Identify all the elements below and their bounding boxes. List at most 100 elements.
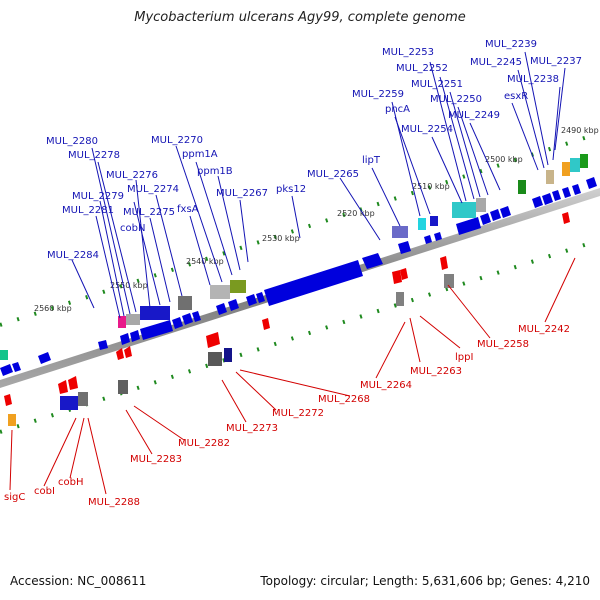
gene-label: MUL_2267 (216, 188, 268, 199)
gene-label: esxR (504, 91, 528, 102)
gene-label: MUL_2263 (410, 366, 462, 377)
gene-label: MUL_2282 (178, 438, 230, 449)
gene-block[interactable] (140, 306, 170, 320)
gene-arrow[interactable] (490, 209, 501, 221)
gene-block[interactable] (208, 352, 222, 366)
gene-block[interactable] (264, 260, 363, 306)
gene-block[interactable] (0, 350, 8, 360)
gene-arrow[interactable] (0, 364, 13, 376)
gene-block[interactable] (178, 296, 192, 310)
gene-label: MUL_2258 (477, 339, 529, 350)
gene-arrow[interactable] (228, 299, 239, 311)
gene-label: lipT (362, 155, 381, 166)
scale-label: 2520 kbp (337, 209, 375, 218)
scale-label: 2490 kbp (561, 126, 599, 135)
forward-leader-lines (71, 51, 566, 319)
gene-label: MUL_2238 (507, 74, 559, 85)
gene-arrow[interactable] (120, 333, 130, 345)
gene-arrow[interactable] (98, 340, 108, 350)
gene-block[interactable] (224, 348, 232, 362)
gene-block[interactable] (580, 154, 588, 168)
gene-label: cobN (120, 223, 145, 234)
gene-block[interactable] (456, 217, 481, 235)
gene-arrow[interactable] (562, 212, 570, 224)
gene-arrow[interactable] (398, 241, 411, 254)
gene-arrow[interactable] (68, 376, 78, 390)
gene-block[interactable] (396, 292, 404, 306)
gene-block[interactable] (570, 158, 580, 172)
gene-block[interactable] (60, 396, 78, 410)
gene-arrow[interactable] (262, 318, 270, 330)
gene-arrow[interactable] (572, 184, 581, 195)
gene-arrow[interactable] (392, 270, 402, 284)
gene-arrow[interactable] (130, 330, 140, 342)
gene-label: MUL_2264 (360, 380, 412, 391)
gene-label: MUL_2249 (448, 110, 500, 121)
gene-label: lppI (455, 352, 473, 363)
gene-label: MUL_2275 (123, 207, 175, 218)
gene-label: MUL_2237 (530, 56, 582, 67)
gene-arrow[interactable] (182, 313, 193, 325)
gene-arrow[interactable] (12, 362, 21, 372)
gene-block[interactable] (562, 162, 570, 176)
gene-label: cobH (58, 477, 83, 488)
gene-arrow[interactable] (480, 213, 491, 225)
gene-label: MUL_2245 (470, 57, 522, 68)
gene-arrow[interactable] (362, 253, 383, 269)
gene-block[interactable] (546, 170, 554, 184)
gene-arrow[interactable] (116, 348, 124, 360)
gene-arrow[interactable] (424, 235, 432, 244)
scale-label: 2540 kbp (186, 257, 224, 266)
gene-label: MUL_2281 (62, 205, 114, 216)
gene-arrow[interactable] (532, 196, 543, 208)
gene-arrow[interactable] (216, 303, 227, 315)
gene-block[interactable] (418, 218, 426, 230)
gene-arrow[interactable] (172, 317, 183, 329)
gene-label: MUL_2280 (46, 136, 98, 147)
gene-block[interactable] (230, 280, 246, 293)
reverse-leader-lines (9, 257, 576, 495)
forward-strand-features (0, 154, 597, 376)
gene-arrow[interactable] (562, 187, 571, 198)
gene-block[interactable] (118, 380, 128, 394)
scale-label: 2500 kbp (485, 155, 523, 164)
scale-label: 2560 kbp (34, 304, 72, 313)
gene-block[interactable] (444, 274, 454, 288)
gene-block[interactable] (8, 414, 16, 426)
gene-block[interactable] (210, 285, 230, 299)
gene-label: ppm1B (197, 166, 233, 177)
gene-label: MUL_2239 (485, 39, 537, 50)
forward-gene-labels: MUL_2237 MUL_2238 MUL_2239 MUL_2245 esxR… (46, 39, 582, 261)
gene-block[interactable] (476, 198, 486, 212)
gene-arrow[interactable] (124, 346, 132, 358)
gene-block[interactable] (140, 320, 173, 340)
gene-label: MUL_2251 (411, 79, 463, 90)
gene-label: cobI (34, 486, 55, 497)
gene-block[interactable] (518, 180, 526, 194)
gene-arrow[interactable] (440, 256, 448, 270)
gene-arrow[interactable] (400, 268, 408, 280)
accession-text: Accession: NC_008611 (10, 574, 147, 588)
gene-arrow[interactable] (4, 394, 12, 406)
gene-arrow[interactable] (542, 193, 553, 205)
gene-arrow[interactable] (206, 332, 220, 348)
gene-block[interactable] (118, 316, 126, 328)
gene-arrow[interactable] (434, 232, 442, 241)
gene-label: MUL_2268 (318, 394, 370, 405)
gene-arrow[interactable] (586, 177, 597, 189)
gene-label: MUL_2253 (382, 47, 434, 58)
gene-block[interactable] (78, 392, 88, 406)
gene-label: fxsA (177, 204, 199, 215)
gene-arrow[interactable] (500, 206, 511, 218)
gene-arrow[interactable] (38, 352, 51, 364)
gene-block[interactable] (430, 216, 438, 226)
gene-arrow[interactable] (256, 292, 265, 303)
gene-arrow[interactable] (552, 190, 561, 201)
gene-arrow[interactable] (58, 380, 68, 394)
gene-block[interactable] (452, 202, 476, 218)
gene-arrow[interactable] (246, 294, 257, 306)
gene-block[interactable] (392, 226, 408, 238)
gene-arrow[interactable] (192, 311, 201, 322)
gene-block[interactable] (126, 314, 140, 325)
gene-label: sigC (4, 492, 25, 503)
